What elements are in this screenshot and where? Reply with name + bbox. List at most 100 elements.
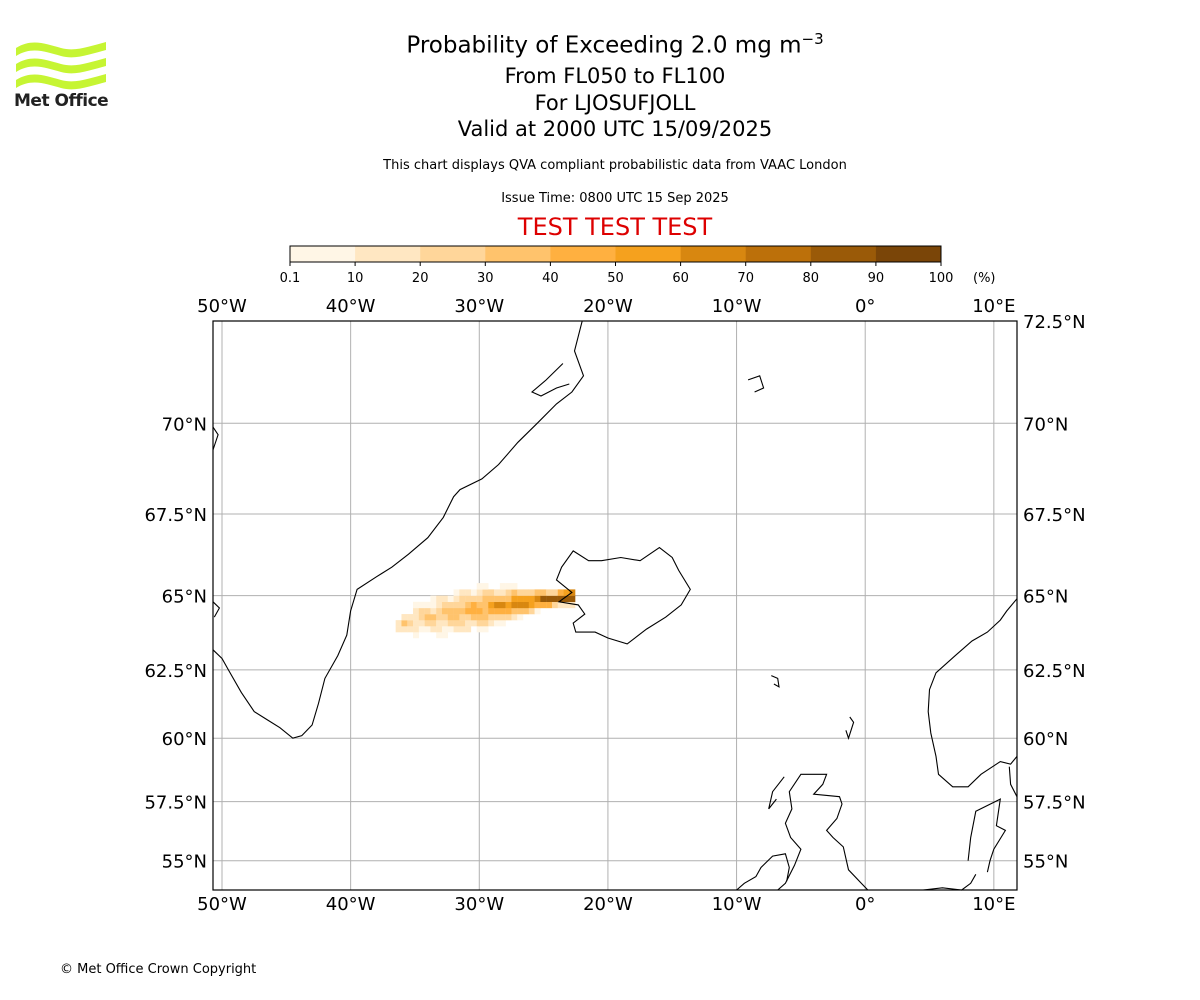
plume-cell	[401, 620, 408, 627]
plume-cell	[447, 601, 454, 609]
plume-cell	[476, 583, 483, 590]
plume-cell	[441, 632, 448, 639]
plume-cell	[465, 589, 472, 596]
chart-title-text: Probability of Exceeding 2.0 mg m	[406, 32, 802, 59]
plume-cell	[436, 632, 443, 639]
plume-cell	[488, 607, 495, 615]
lon-label-top: 20°W	[583, 296, 633, 317]
plume-cell	[453, 626, 460, 633]
plume-cell	[546, 589, 553, 596]
plume-cell	[511, 595, 518, 603]
colorbar-tick-label: 0.1	[280, 271, 301, 286]
lon-label-top: 40°W	[326, 296, 376, 317]
lon-label-bottom: 40°W	[326, 894, 376, 915]
plume-cell	[424, 614, 431, 621]
plume-cell	[447, 595, 454, 603]
plume-cell	[523, 607, 530, 615]
plume-cell	[447, 626, 454, 633]
plume-cell	[447, 607, 454, 615]
plume-cell	[436, 595, 443, 603]
lat-label-left: 60°N	[162, 729, 207, 750]
shetland-coast	[845, 716, 855, 740]
plume-cell	[413, 626, 420, 633]
plume-cell	[523, 601, 530, 609]
plume-cell	[505, 601, 512, 609]
met-office-logo	[16, 42, 106, 90]
plume-cell	[447, 614, 454, 621]
plume-cell	[453, 620, 460, 627]
plume-cell	[436, 601, 443, 609]
plume-cell	[470, 595, 477, 603]
colorbar-segment	[875, 246, 942, 262]
plume-cell	[441, 626, 448, 633]
plume-cell	[528, 589, 535, 596]
lon-label-bottom: 10°E	[972, 894, 1015, 915]
colorbar-tick-label: 80	[803, 271, 820, 286]
plume-cell	[459, 595, 466, 603]
plume-cell	[476, 614, 483, 621]
lon-label-bottom: 10°W	[712, 894, 762, 915]
lat-label-right: 57.5°N	[1023, 793, 1086, 814]
plume-cell	[459, 620, 466, 627]
plume-cell	[418, 626, 425, 633]
plume-cell	[430, 595, 437, 603]
ireland-coast	[736, 853, 790, 891]
colorbar-tick-label: 60	[672, 271, 689, 286]
plume-cell	[465, 614, 472, 621]
lon-label-bottom: 30°W	[454, 894, 504, 915]
plume-cell	[413, 607, 420, 615]
plume-cell	[517, 595, 524, 603]
jan-mayen-coast	[747, 375, 765, 393]
plume-cell	[482, 583, 489, 590]
plume-cell	[528, 595, 535, 603]
plume-cell	[517, 589, 524, 596]
colorbar-tick-label: 100	[929, 271, 954, 286]
plume-cell	[407, 614, 414, 621]
plume-cell	[436, 607, 443, 615]
plume-cell	[447, 620, 454, 627]
colorbar-tick-label: 50	[607, 271, 624, 286]
colorbar-segment	[680, 246, 746, 262]
plume-cell	[453, 589, 460, 596]
plume-cell	[407, 620, 414, 627]
map-chart: 0.1 10 20 30 40 50 60 70 80 90 100 (%) 50°W 50°W 40°W…	[144, 245, 1086, 915]
plume-cell	[482, 607, 489, 615]
colorbar-segment	[420, 246, 486, 262]
plume-cell	[499, 589, 506, 596]
plume-cell	[430, 601, 437, 609]
plume-cell	[453, 595, 460, 603]
plume-cell	[413, 614, 420, 621]
plume-cell	[453, 601, 460, 609]
plume-cell	[407, 626, 414, 633]
chart-subtitle: This chart displays QVA compliant probab…	[383, 158, 847, 173]
plume-cell	[459, 589, 466, 596]
lat-label-right-top: 72.5°N	[1023, 312, 1086, 333]
uk-coast	[777, 773, 869, 891]
plume-cell	[488, 601, 495, 609]
plume-cell	[441, 620, 448, 627]
met-office-logo-text: Met Office	[14, 91, 109, 111]
lon-label-top: 30°W	[454, 296, 504, 317]
plume-cell	[470, 601, 477, 609]
lat-label-left: 57.5°N	[144, 793, 207, 814]
plume-cell	[563, 595, 570, 603]
plume-cell	[551, 601, 558, 609]
faroes-coast	[771, 675, 780, 688]
lat-label-right: 70°N	[1023, 414, 1068, 435]
level-range: From FL050 to FL100	[504, 64, 726, 88]
plume-cell	[465, 620, 472, 627]
plume-cell	[430, 626, 437, 633]
lat-label-right: 65°N	[1023, 587, 1068, 608]
plume-cell	[465, 595, 472, 603]
plume-cell	[395, 620, 402, 627]
plume-cell	[499, 595, 506, 603]
plume-cell	[551, 589, 558, 596]
colorbar-tick-label: 40	[542, 271, 559, 286]
plume-cell	[528, 601, 535, 609]
lon-label-bottom: 20°W	[583, 894, 633, 915]
lon-label-top: 10°W	[712, 296, 762, 317]
plume-cell	[430, 614, 437, 621]
plume-cell	[546, 601, 553, 609]
plume-cell	[413, 601, 420, 609]
plume-cell	[505, 589, 512, 596]
